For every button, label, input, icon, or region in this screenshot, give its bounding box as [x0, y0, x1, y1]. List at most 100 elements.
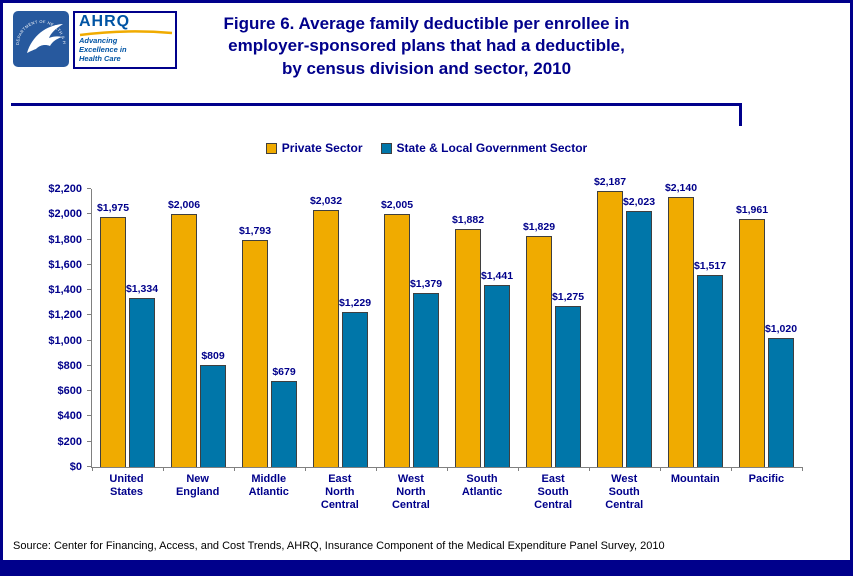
y-tick-mark [87, 263, 91, 265]
bar-government-sector [271, 381, 297, 467]
ahrq-tagline: Advancing Excellence in Health Care [79, 36, 127, 63]
y-tick-label: $1,800 [48, 233, 82, 246]
bar-wrap: $2,187 [594, 176, 626, 467]
y-tick-mark [87, 289, 91, 291]
x-tick-mark [163, 467, 164, 471]
x-axis-label: United States [109, 473, 144, 499]
x-tick-mark [660, 467, 661, 471]
bar-wrap: $2,006 [167, 189, 201, 467]
bar-group: $2,032 $1,229 [305, 189, 376, 467]
bar-private-sector [100, 217, 126, 467]
bar-government-sector [555, 305, 581, 467]
y-tick-mark [87, 415, 91, 417]
bar-value-label: $2,140 [664, 181, 698, 194]
bar-value-label: $1,882 [451, 214, 485, 227]
y-tick-mark [87, 339, 91, 341]
bar-government-sector [129, 298, 155, 467]
plot-area: $1,975 $1,334 $2,006 $809 $1,793 $679 $2,032 $1… [91, 176, 803, 471]
bar-wrap: $1,229 [338, 189, 372, 467]
y-tick-label: $200 [57, 435, 82, 448]
y-tick-label: $1,400 [48, 284, 82, 297]
x-tick-mark [92, 467, 93, 471]
bar-value-label: $1,379 [409, 277, 443, 290]
x-axis-label: Pacific [748, 473, 785, 485]
x-axis-label: West North Central [391, 473, 430, 512]
bar-wrap: $2,023 [622, 189, 656, 467]
legend-swatch [265, 142, 277, 154]
legend-swatch [380, 142, 392, 154]
y-tick-label: $2,200 [48, 183, 82, 195]
bar-chart: $0 $200 $400 $600 $800 $1,000 $1,200 $1,400 $1,6… [41, 176, 803, 513]
ahrq-logo: AHRQ Advancing Excellence in Health Care [73, 11, 177, 69]
legend-item-government-sector: State & Local Government Sector [380, 141, 587, 155]
bar-value-label: $1,961 [735, 204, 769, 217]
bar-group: $2,005 $1,379 [376, 189, 447, 467]
bar-private-sector [668, 196, 694, 467]
bar-wrap: $1,334 [125, 189, 159, 467]
bar-value-label: $1,020 [764, 323, 798, 336]
y-tick-mark [87, 390, 91, 392]
bar-government-sector [413, 292, 439, 467]
bar-group: $2,006 $809 [163, 189, 234, 467]
bar-private-sector [384, 213, 410, 467]
bar-wrap: $1,020 [764, 189, 798, 467]
bar-wrap: $1,975 [96, 189, 130, 467]
x-tick-mark [447, 467, 448, 471]
bar-group: $2,187 $2,023 [589, 176, 660, 467]
bar-value-label: $1,229 [338, 296, 372, 309]
bar-private-sector [597, 190, 623, 467]
bar-wrap: $1,275 [551, 189, 585, 467]
bar-value-label: $1,441 [480, 269, 514, 282]
y-tick-label: $1,000 [48, 334, 82, 347]
bar-private-sector [242, 240, 268, 467]
x-axis-label: Mountain [670, 473, 720, 485]
x-axis-label: East South Central [534, 473, 573, 512]
bar-government-sector [200, 364, 226, 467]
bar-government-sector [697, 275, 723, 467]
y-axis: $0 $200 $400 $600 $800 $1,000 $1,200 $1,400 $1,6… [41, 183, 91, 473]
bar-wrap: $1,441 [480, 189, 514, 467]
x-axis-label: Middle Atlantic [248, 473, 289, 499]
bar-private-sector [455, 229, 481, 467]
x-axis-label: South Atlantic [461, 473, 503, 499]
y-tick-label: $600 [57, 385, 82, 398]
bar-value-label: $1,275 [551, 290, 585, 303]
bar-wrap: $809 [200, 189, 226, 467]
bar-value-label: $2,023 [622, 196, 656, 209]
bar-government-sector [768, 338, 794, 467]
hhs-logo: DEPARTMENT OF HEALTH & HUMAN SERVICES · … [13, 11, 69, 67]
x-tick-mark [802, 467, 803, 471]
y-tick-mark [87, 364, 91, 366]
bar-wrap: $1,829 [522, 189, 556, 467]
y-tick-mark [87, 466, 91, 467]
legend-item-private-sector: Private Sector [265, 141, 363, 155]
bar-private-sector [171, 213, 197, 467]
bar-wrap: $1,517 [694, 189, 726, 467]
bar-government-sector [342, 311, 368, 467]
x-labels: United States New England Middle Atlantic E… [91, 473, 802, 513]
bar-wrap: $1,961 [735, 189, 769, 467]
bar-value-label: $2,006 [167, 198, 201, 211]
x-axis-label: New England [175, 473, 220, 499]
bar-group: $2,140 $1,517 [660, 182, 731, 467]
bar-group: $1,829 $1,275 [518, 189, 589, 467]
bar-private-sector [739, 219, 765, 467]
bar-group: $1,975 $1,334 [92, 189, 163, 467]
bar-value-label: $1,334 [125, 283, 159, 296]
bar-wrap: $679 [271, 189, 297, 467]
bar-value-label: $1,793 [238, 225, 272, 238]
bar-value-label: $1,975 [96, 202, 130, 215]
x-axis-spacer [41, 468, 91, 513]
chart-legend: Private Sector State & Local Government … [3, 141, 850, 155]
x-tick-mark [376, 467, 377, 471]
bar-value-label: $1,829 [522, 220, 556, 233]
bar-wrap: $2,140 [665, 182, 697, 467]
figure-title: Figure 6. Average family deductible per … [223, 14, 630, 78]
bar-group: $1,882 $1,441 [447, 189, 518, 467]
bar-group: $1,961 $1,020 [731, 189, 802, 467]
y-tick-label: $1,200 [48, 309, 82, 322]
bar-value-label: $679 [272, 366, 296, 379]
bar-government-sector [626, 211, 652, 467]
header-rule-vertical [739, 103, 742, 126]
